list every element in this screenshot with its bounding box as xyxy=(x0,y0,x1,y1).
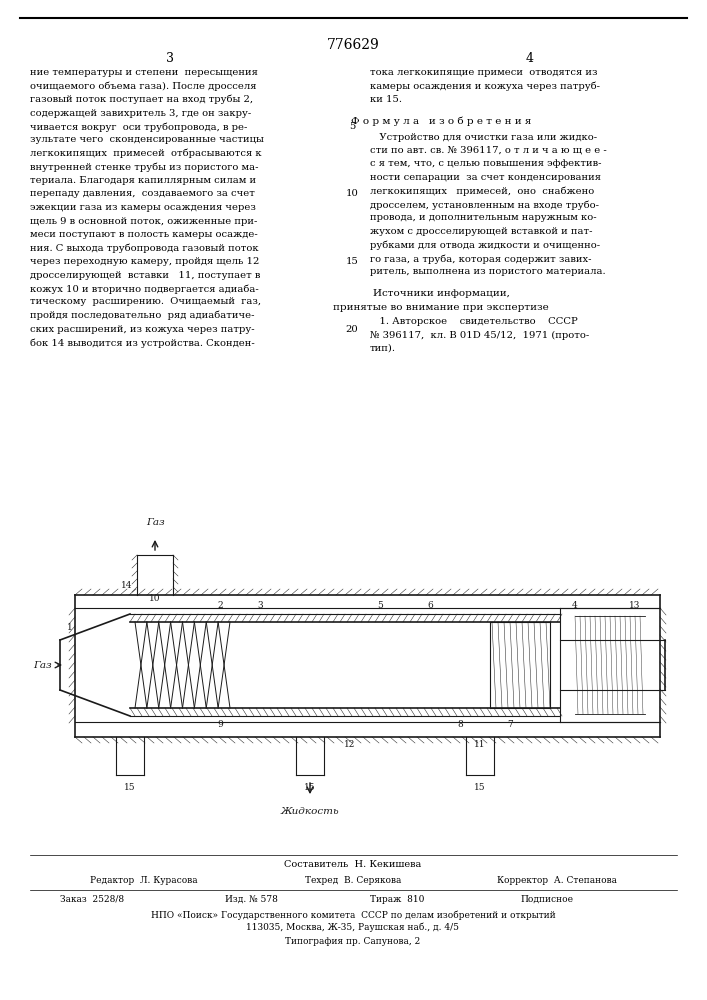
Text: с я тем, что, с целью повышения эффектив-: с я тем, что, с целью повышения эффектив… xyxy=(370,159,602,168)
Text: 14: 14 xyxy=(120,580,132,589)
Text: через переходную камеру, пройдя щель 12: через переходную камеру, пройдя щель 12 xyxy=(30,257,259,266)
Text: Редактор  Л. Курасова: Редактор Л. Курасова xyxy=(90,876,198,885)
Text: Газ: Газ xyxy=(146,518,164,527)
Text: 15: 15 xyxy=(124,783,136,792)
Text: 11: 11 xyxy=(474,740,486,749)
Text: 10: 10 xyxy=(149,594,160,603)
Text: 9: 9 xyxy=(217,720,223,729)
Text: кожух 10 и вторично подвергается адиаба-: кожух 10 и вторично подвергается адиаба- xyxy=(30,284,259,294)
Text: Жидкость: Жидкость xyxy=(281,807,339,816)
Text: го газа, а труба, которая содержит завих-: го газа, а труба, которая содержит завих… xyxy=(370,254,592,263)
Text: Тираж  810: Тираж 810 xyxy=(370,895,424,904)
Text: 15: 15 xyxy=(474,783,486,792)
Text: 10: 10 xyxy=(346,190,358,198)
Text: пройдя последовательно  ряд адиабатиче-: пройдя последовательно ряд адиабатиче- xyxy=(30,311,255,320)
Text: тока легкокипящие примеси  отводятся из: тока легкокипящие примеси отводятся из xyxy=(370,68,597,77)
Text: дросселирующей  вставки   11, поступает в: дросселирующей вставки 11, поступает в xyxy=(30,270,260,279)
Text: 7: 7 xyxy=(507,720,513,729)
Text: 4: 4 xyxy=(526,52,534,65)
Text: 12: 12 xyxy=(344,740,356,749)
Text: бок 14 выводится из устройства. Сконден-: бок 14 выводится из устройства. Сконден- xyxy=(30,338,255,348)
Text: 20: 20 xyxy=(346,324,358,334)
Text: содержащей завихритель 3, где он закру-: содержащей завихритель 3, где он закру- xyxy=(30,108,251,117)
Text: газовый поток поступает на вход трубы 2,: газовый поток поступает на вход трубы 2, xyxy=(30,95,253,104)
Text: меси поступают в полость камеры осажде-: меси поступают в полость камеры осажде- xyxy=(30,230,258,239)
Text: камеры осаждения и кожуха через патруб-: камеры осаждения и кожуха через патруб- xyxy=(370,82,600,91)
Text: 5: 5 xyxy=(377,601,383,610)
Text: териала. Благодаря капиллярным силам и: териала. Благодаря капиллярным силам и xyxy=(30,176,256,185)
Text: очищаемого объема газа). После дросселя: очищаемого объема газа). После дросселя xyxy=(30,82,257,91)
Text: тип).: тип). xyxy=(370,344,396,353)
Text: 2: 2 xyxy=(217,601,223,610)
Text: 5: 5 xyxy=(349,122,355,131)
Text: Корректор  А. Степанова: Корректор А. Степанова xyxy=(497,876,617,885)
Text: Заказ  2528/8: Заказ 2528/8 xyxy=(60,895,124,904)
Text: 8: 8 xyxy=(457,720,463,729)
Text: легкокипящих   примесей,  оно  снабжено: легкокипящих примесей, оно снабжено xyxy=(370,186,595,196)
Text: № 396117,  кл. В 01D 45/12,  1971 (прото-: № 396117, кл. В 01D 45/12, 1971 (прото- xyxy=(370,330,589,340)
Text: ния. С выхода трубопровода газовый поток: ния. С выхода трубопровода газовый поток xyxy=(30,243,259,253)
Text: сти по авт. св. № 396117, о т л и ч а ю щ е е -: сти по авт. св. № 396117, о т л и ч а ю … xyxy=(370,146,607,155)
Text: 15: 15 xyxy=(304,783,316,792)
Text: 3: 3 xyxy=(166,52,174,65)
Text: 6: 6 xyxy=(427,601,433,610)
Text: чивается вокруг  оси трубопровода, в ре-: чивается вокруг оси трубопровода, в ре- xyxy=(30,122,247,131)
Text: легкокипящих  примесей  отбрасываются к: легкокипящих примесей отбрасываются к xyxy=(30,149,262,158)
Text: тическому  расширению.  Очищаемый  газ,: тическому расширению. Очищаемый газ, xyxy=(30,298,261,306)
Text: Источники информации,: Источники информации, xyxy=(373,289,510,298)
Text: ки 15.: ки 15. xyxy=(370,95,402,104)
Text: 1. Авторское    свидетельство    СССР: 1. Авторское свидетельство СССР xyxy=(370,317,578,326)
Text: эжекции газа из камеры осаждения через: эжекции газа из камеры осаждения через xyxy=(30,203,256,212)
Text: Изд. № 578: Изд. № 578 xyxy=(225,895,278,904)
Text: Ф о р м у л а   и з о б р е т е н и я: Ф о р м у л а и з о б р е т е н и я xyxy=(351,116,531,126)
Text: рубками для отвода жидкости и очищенно-: рубками для отвода жидкости и очищенно- xyxy=(370,240,600,250)
Text: 1: 1 xyxy=(67,624,73,633)
Text: перепаду давления,  создаваемого за счет: перепаду давления, создаваемого за счет xyxy=(30,190,255,198)
Text: провода, и дополнительным наружным ко-: провода, и дополнительным наружным ко- xyxy=(370,214,597,223)
Text: принятые во внимание при экспертизе: принятые во внимание при экспертизе xyxy=(333,303,549,312)
Text: 113035, Москва, Ж-35, Раушская наб., д. 4/5: 113035, Москва, Ж-35, Раушская наб., д. … xyxy=(247,923,460,932)
Text: 13: 13 xyxy=(629,601,641,610)
Text: 3: 3 xyxy=(257,601,263,610)
Text: Подписное: Подписное xyxy=(520,895,573,904)
Text: Газ: Газ xyxy=(33,660,52,670)
Text: внутренней стенке трубы из пористого ма-: внутренней стенке трубы из пористого ма- xyxy=(30,162,259,172)
Text: Составитель  Н. Кекишева: Составитель Н. Кекишева xyxy=(284,860,421,869)
Text: ских расширений, из кожуха через патру-: ских расширений, из кожуха через патру- xyxy=(30,324,255,334)
Text: ние температуры и степени  пересыщения: ние температуры и степени пересыщения xyxy=(30,68,258,77)
Text: 776629: 776629 xyxy=(327,38,380,52)
Text: дросселем, установленным на входе трубо-: дросселем, установленным на входе трубо- xyxy=(370,200,599,210)
Text: ности сепарации  за счет конденсирования: ности сепарации за счет конденсирования xyxy=(370,173,601,182)
Text: ритель, выполнена из пористого материала.: ритель, выполнена из пористого материала… xyxy=(370,267,606,276)
Text: Типография пр. Сапунова, 2: Типография пр. Сапунова, 2 xyxy=(286,937,421,946)
Text: 4: 4 xyxy=(572,601,578,610)
Text: жухом с дросселирующей вставкой и пат-: жухом с дросселирующей вставкой и пат- xyxy=(370,227,592,236)
Text: НПО «Поиск» Государственного комитета  СССР по делам изобретений и открытий: НПО «Поиск» Государственного комитета СС… xyxy=(151,910,556,920)
Text: Устройство для очистки газа или жидко-: Устройство для очистки газа или жидко- xyxy=(370,132,597,141)
Text: Техред  В. Серякова: Техред В. Серякова xyxy=(305,876,401,885)
Text: зультате чего  сконденсированные частицы: зультате чего сконденсированные частицы xyxy=(30,135,264,144)
Text: щель 9 в основной поток, ожиженные при-: щель 9 в основной поток, ожиженные при- xyxy=(30,217,257,226)
Text: 15: 15 xyxy=(346,257,358,266)
